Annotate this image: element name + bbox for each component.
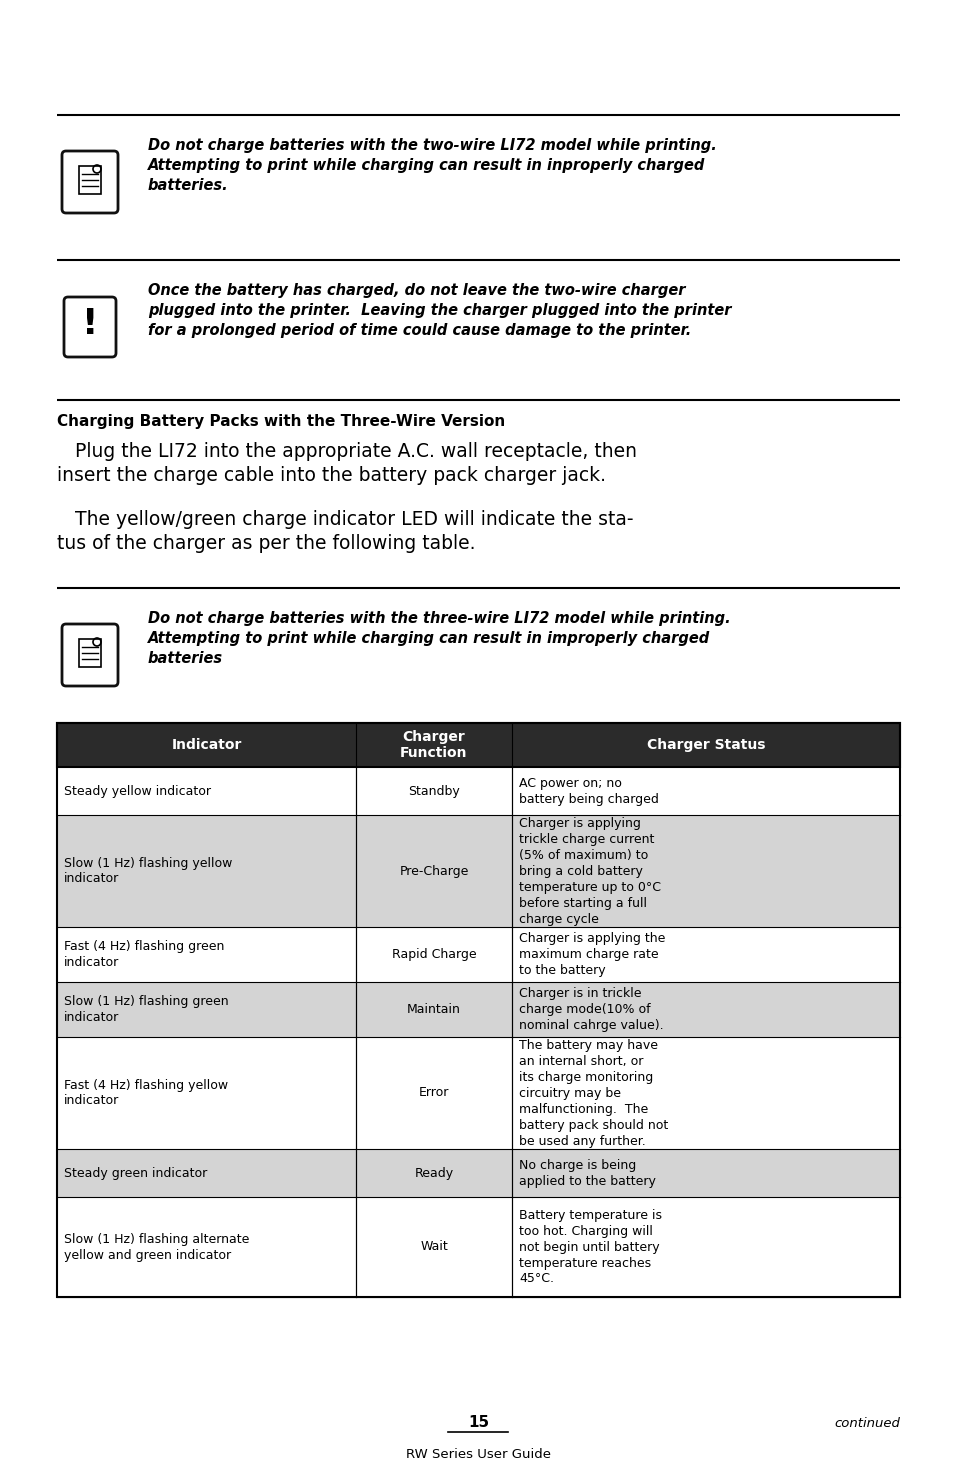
Text: Slow (1 Hz) flashing alternate
yellow and green indicator: Slow (1 Hz) flashing alternate yellow an… — [64, 1233, 249, 1261]
Text: Charger Status: Charger Status — [646, 738, 764, 752]
Bar — [79, 639, 101, 667]
Bar — [57, 816, 899, 926]
Text: The battery may have
an internal short, or
its charge monitoring
circuitry may b: The battery may have an internal short, … — [518, 1038, 667, 1148]
Bar — [57, 1149, 899, 1198]
Text: Ready: Ready — [414, 1167, 453, 1180]
Bar — [57, 926, 899, 982]
Text: Slow (1 Hz) flashing green
indicator: Slow (1 Hz) flashing green indicator — [64, 996, 229, 1024]
Text: No charge is being
applied to the battery: No charge is being applied to the batter… — [518, 1158, 655, 1187]
Bar — [57, 1198, 899, 1297]
Text: !: ! — [82, 307, 98, 341]
Text: Steady yellow indicator: Steady yellow indicator — [64, 785, 211, 798]
Text: Charger is applying
trickle charge current
(5% of maximum) to
bring a cold batte: Charger is applying trickle charge curre… — [518, 817, 660, 925]
Text: Rapid Charge: Rapid Charge — [392, 948, 476, 962]
Text: Indicator: Indicator — [172, 738, 241, 752]
Text: Once the battery has charged, do not leave the two-wire charger
plugged into the: Once the battery has charged, do not lea… — [148, 283, 731, 338]
Bar — [57, 767, 899, 816]
Text: The yellow/green charge indicator LED will indicate the sta-
tus of the charger : The yellow/green charge indicator LED wi… — [57, 510, 633, 553]
Text: Standby: Standby — [408, 785, 459, 798]
FancyBboxPatch shape — [62, 150, 118, 212]
FancyBboxPatch shape — [64, 296, 116, 357]
Text: Plug the LI72 into the appropriate A.C. wall receptacle, then
insert the charge : Plug the LI72 into the appropriate A.C. … — [57, 442, 637, 485]
Text: Fast (4 Hz) flashing yellow
indicator: Fast (4 Hz) flashing yellow indicator — [64, 1078, 228, 1108]
Text: Fast (4 Hz) flashing green
indicator: Fast (4 Hz) flashing green indicator — [64, 940, 224, 969]
Text: Charger
Function: Charger Function — [400, 730, 467, 760]
Text: Maintain: Maintain — [407, 1003, 460, 1016]
Bar — [57, 723, 899, 767]
Bar — [57, 723, 899, 1297]
Text: Charger is in trickle
charge mode(10% of
nominal cahrge value).: Charger is in trickle charge mode(10% of… — [518, 987, 663, 1032]
FancyBboxPatch shape — [62, 624, 118, 686]
Text: Charging Battery Packs with the Three-Wire Version: Charging Battery Packs with the Three-Wi… — [57, 414, 505, 429]
Text: Wait: Wait — [419, 1240, 447, 1254]
Text: Error: Error — [418, 1087, 449, 1099]
Text: Do not charge batteries with the three-wire LI72 model while printing.
Attemptin: Do not charge batteries with the three-w… — [148, 611, 730, 665]
Text: Charger is applying the
maximum charge rate
to the battery: Charger is applying the maximum charge r… — [518, 932, 664, 976]
Text: continued: continued — [833, 1417, 899, 1429]
Text: Do not charge batteries with the two-wire LI72 model while printing.
Attempting : Do not charge batteries with the two-wir… — [148, 139, 716, 193]
Text: Slow (1 Hz) flashing yellow
indicator: Slow (1 Hz) flashing yellow indicator — [64, 857, 233, 885]
Text: Pre-Charge: Pre-Charge — [399, 864, 468, 878]
Text: Steady green indicator: Steady green indicator — [64, 1167, 207, 1180]
Bar — [57, 1037, 899, 1149]
Text: AC power on; no
battery being charged: AC power on; no battery being charged — [518, 776, 659, 805]
Text: RW Series User Guide: RW Series User Guide — [406, 1448, 551, 1462]
Text: 15: 15 — [468, 1415, 489, 1429]
Text: Battery temperature is
too hot. Charging will
not begin until battery
temperatur: Battery temperature is too hot. Charging… — [518, 1208, 661, 1286]
Bar — [79, 167, 101, 195]
Bar — [57, 982, 899, 1037]
